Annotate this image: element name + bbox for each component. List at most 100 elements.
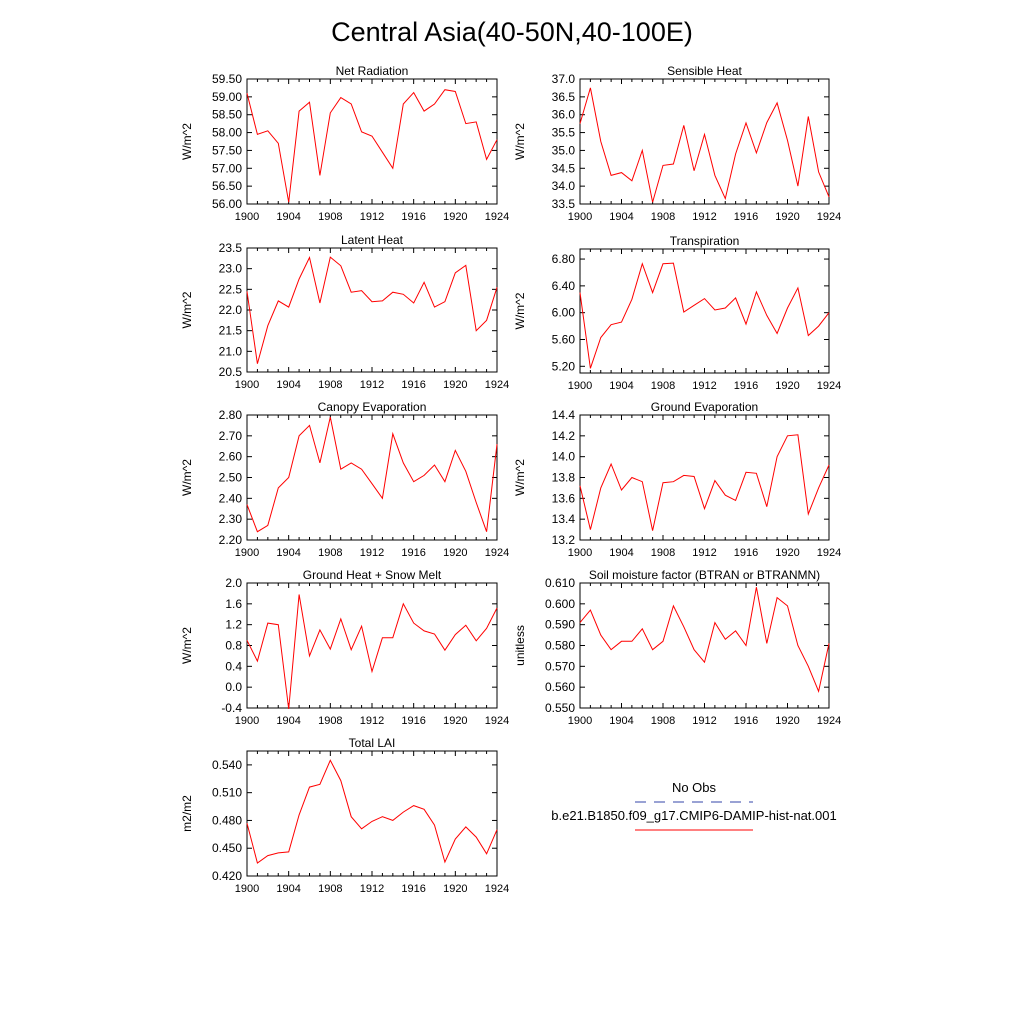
y-tick-label: 0.4 [225,659,242,673]
x-tick-label: 1916 [401,547,425,559]
y-tick-label: 14.4 [552,408,576,422]
y-tick-label: 0.480 [212,813,242,827]
x-tick-label: 1924 [485,883,509,895]
y-axis-label: W/m^2 [513,459,527,496]
plot-frame [246,582,498,709]
y-tick-label: 6.80 [552,252,576,266]
y-tick-label: 14.2 [552,429,576,443]
x-tick-label: 1920 [443,883,467,895]
panel-title: Net Radiation [336,64,409,78]
x-tick-label: 1904 [276,211,300,223]
x-tick-label: 1900 [568,547,592,559]
y-axis-label: W/m^2 [180,291,194,328]
y-tick-label: 35.5 [552,126,576,140]
y-tick-label: 6.40 [552,279,576,293]
series-line [579,87,830,203]
x-tick-label: 1908 [651,715,675,727]
y-tick-label: -0.4 [221,701,242,715]
y-tick-label: 0.450 [212,841,242,855]
y-tick-label: 0.420 [212,869,242,883]
x-tick-label: 1916 [401,211,425,223]
x-tick-label: 1900 [568,715,592,727]
panel: Total LAI m2/m2 1900 1904 1908 1912 1916 1920 19… [180,736,509,895]
series-line [246,89,498,203]
panel-title: Sensible Heat [667,64,742,78]
x-tick-label: 1908 [651,547,675,559]
x-tick-label: 1912 [360,547,384,559]
x-tick-label: 1912 [692,211,716,223]
y-tick-label: 6.00 [552,306,576,320]
x-tick-label: 1916 [401,883,425,895]
y-tick-label: 34.0 [552,179,576,193]
panel-title: Ground Evaporation [651,400,758,414]
y-tick-label: 58.50 [212,108,242,122]
x-tick-label: 1904 [609,380,633,392]
y-tick-label: 23.0 [219,262,243,276]
panel: Sensible Heat W/m^2 1900 1904 1908 1912 1916 19… [513,64,841,223]
y-tick-label: 0.570 [545,659,575,673]
panel-title: Ground Heat + Snow Melt [303,568,442,582]
x-tick-label: 1924 [817,380,841,392]
panel: Ground Evaporation W/m^2 1900 1904 1908 1912 1… [513,400,841,559]
panel: Ground Heat + Snow Melt W/m^2 1900 1904 1908… [180,568,509,727]
x-tick-label: 1900 [235,883,259,895]
x-tick-label: 1908 [318,883,342,895]
y-tick-label: 2.30 [219,512,243,526]
x-tick-label: 1900 [568,211,592,223]
y-tick-label: 0.590 [545,618,575,632]
panel-title: Canopy Evaporation [318,400,427,414]
x-tick-label: 1908 [318,547,342,559]
y-axis-label: m2/m2 [180,795,194,832]
y-tick-label: 2.80 [219,408,243,422]
x-tick-label: 1900 [235,379,259,391]
x-tick-label: 1920 [443,211,467,223]
plot-frame [579,414,830,541]
y-tick-label: 2.0 [225,576,242,590]
y-tick-label: 5.60 [552,332,576,346]
x-tick-label: 1924 [485,211,509,223]
x-tick-label: 1900 [235,715,259,727]
y-tick-label: 56.00 [212,197,242,211]
y-tick-label: 13.6 [552,491,576,505]
x-tick-label: 1916 [734,715,758,727]
x-tick-label: 1920 [775,211,799,223]
y-axis-label: W/m^2 [180,627,194,664]
series-line [246,594,498,710]
y-tick-label: 2.40 [219,491,243,505]
panel: Canopy Evaporation W/m^2 1900 1904 1908 1912 1… [180,400,509,559]
y-tick-label: 2.60 [219,450,243,464]
panel-title: Latent Heat [341,233,404,247]
plot-frame [246,750,498,877]
x-tick-label: 1916 [734,380,758,392]
y-tick-label: 59.50 [212,72,242,86]
series-line [579,587,830,693]
panel: Transpiration W/m^2 1900 1904 1908 1912 1916 19… [513,234,841,392]
y-tick-label: 36.5 [552,90,576,104]
x-tick-label: 1904 [609,715,633,727]
x-tick-label: 1920 [443,547,467,559]
x-tick-label: 1920 [443,715,467,727]
y-tick-label: 0.550 [545,701,575,715]
x-tick-label: 1912 [360,379,384,391]
x-tick-label: 1920 [775,380,799,392]
x-tick-label: 1916 [401,715,425,727]
series-line [579,262,830,369]
x-tick-label: 1904 [276,379,300,391]
y-axis-label: W/m^2 [180,459,194,496]
legend-model-label: b.e21.B1850.f09_g17.CMIP6-DAMIP-hist-nat… [551,808,836,823]
panel: Latent Heat W/m^2 1900 1904 1908 1912 1916 1920… [180,233,509,391]
x-tick-label: 1908 [318,379,342,391]
y-tick-label: 5.20 [552,359,576,373]
y-tick-label: 13.8 [552,471,576,485]
x-tick-label: 1912 [360,883,384,895]
x-tick-label: 1912 [692,380,716,392]
x-tick-label: 1904 [276,547,300,559]
plot-frame [246,78,498,205]
y-tick-label: 33.5 [552,197,576,211]
legend-obs-label: No Obs [672,780,717,795]
x-tick-label: 1900 [235,211,259,223]
y-tick-label: 2.70 [219,429,243,443]
series-line [246,759,498,864]
panel-title: Soil moisture factor (BTRAN or BTRANMN) [589,568,820,582]
